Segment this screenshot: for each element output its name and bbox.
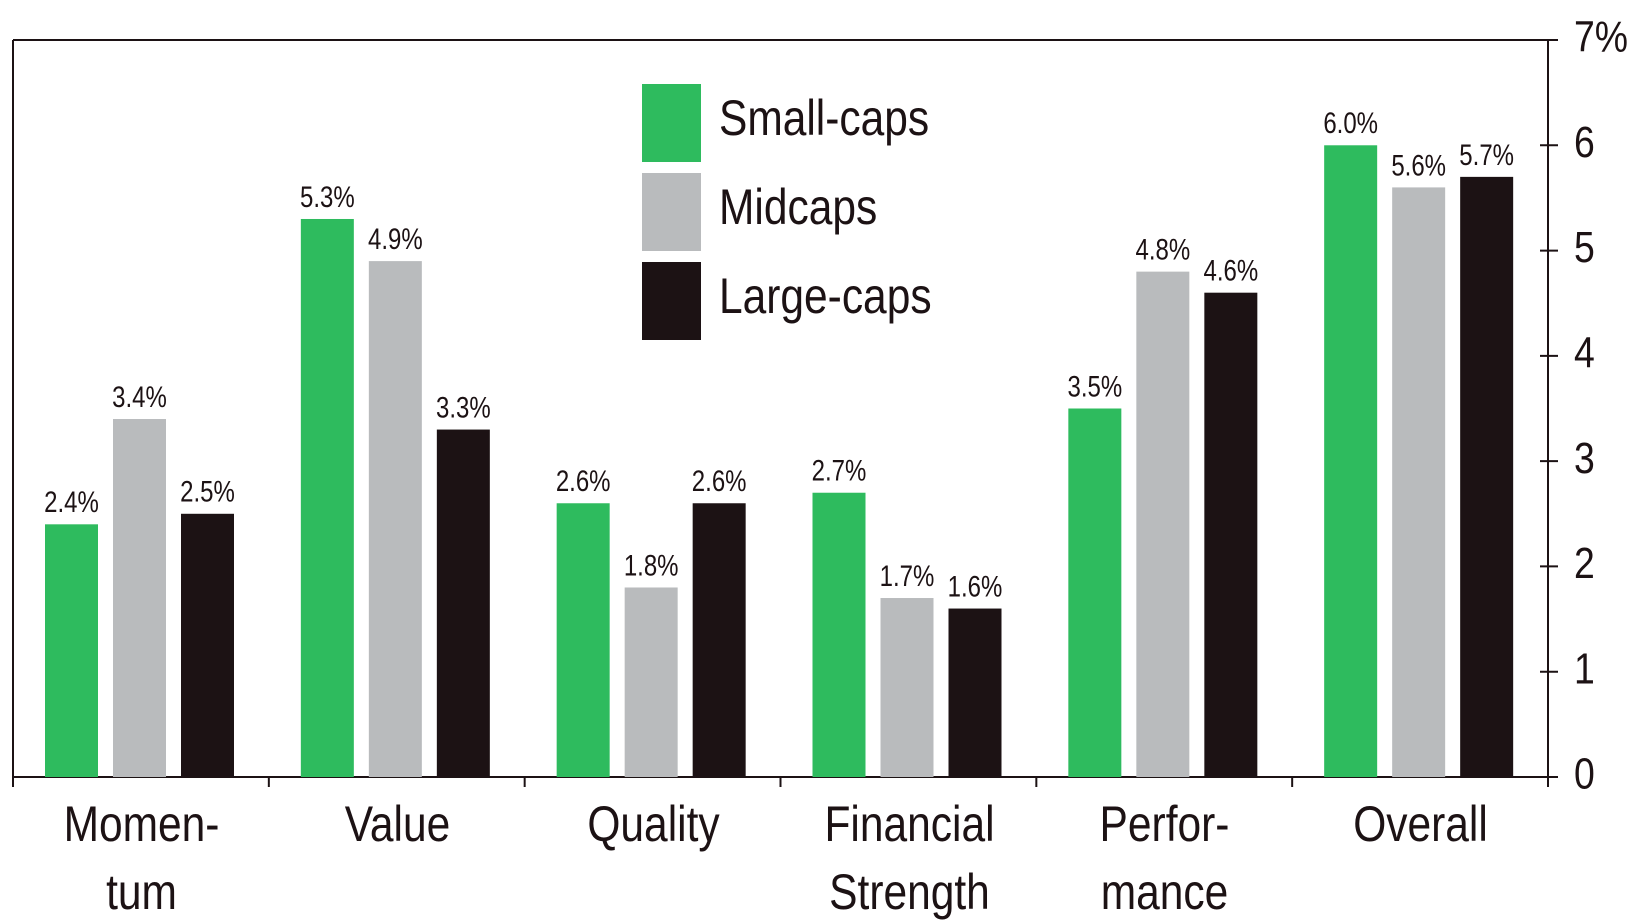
- value-label: 1.6%: [948, 569, 1003, 603]
- bar: [113, 419, 166, 777]
- value-label: 5.7%: [1459, 137, 1514, 171]
- x-tick-label: Perfor- mance: [1099, 796, 1230, 920]
- value-label: 3.3%: [436, 390, 491, 424]
- bar: [1204, 292, 1258, 777]
- value-label: 1.8%: [624, 548, 679, 582]
- value-label: 2.4%: [44, 485, 99, 519]
- value-label: 5.6%: [1391, 148, 1446, 182]
- y-tick-label: 2: [1574, 538, 1595, 588]
- value-label: 2.6%: [556, 464, 611, 498]
- bar: [624, 587, 678, 777]
- x-tick-label: Value: [344, 796, 451, 852]
- bar: [1324, 145, 1378, 778]
- bar: [556, 503, 610, 777]
- bar: [1392, 187, 1446, 777]
- value-label: 6.0%: [1323, 106, 1378, 140]
- x-tick-label: Momen- tum: [63, 796, 220, 920]
- bar: [812, 492, 866, 777]
- x-tick-label: Overall: [1353, 796, 1488, 852]
- value-label: 1.7%: [880, 558, 935, 592]
- bar: [1068, 408, 1122, 777]
- bar: [1136, 271, 1190, 777]
- bar: [45, 524, 98, 777]
- value-label: 4.8%: [1135, 232, 1190, 266]
- y-tick-label: 7%: [1574, 12, 1628, 62]
- x-tick-label: Financial Strength: [823, 796, 995, 920]
- value-label: 2.5%: [180, 474, 235, 508]
- value-label: 4.9%: [368, 221, 423, 255]
- legend-label: Small-caps: [719, 90, 929, 146]
- value-label: 2.7%: [812, 453, 867, 487]
- y-tick-label: 3: [1574, 433, 1595, 483]
- bar: [300, 218, 354, 777]
- legend-label: Large-caps: [719, 268, 932, 324]
- bar: [1460, 176, 1514, 777]
- y-tick-label: 4: [1574, 328, 1595, 378]
- value-label: 2.6%: [692, 464, 747, 498]
- x-tick-label: Quality: [587, 796, 720, 852]
- bar: [436, 429, 490, 777]
- y-tick-label: 1: [1574, 643, 1595, 693]
- y-tick-label: 0: [1574, 749, 1595, 799]
- bar: [181, 513, 234, 777]
- legend-swatch: [642, 84, 701, 162]
- legend-swatch: [642, 262, 701, 340]
- bar: [880, 598, 934, 777]
- y-tick-label: 5: [1574, 222, 1595, 272]
- value-label: 3.5%: [1067, 369, 1122, 403]
- bar: [948, 608, 1002, 777]
- value-label: 4.6%: [1203, 253, 1258, 287]
- bar: [368, 261, 422, 778]
- y-tick-label: 6: [1574, 117, 1595, 167]
- bar: [692, 503, 746, 777]
- legend-label: Midcaps: [719, 179, 877, 235]
- value-label: 5.3%: [300, 179, 355, 213]
- legend-swatch: [642, 173, 701, 251]
- value-label: 3.4%: [112, 379, 167, 413]
